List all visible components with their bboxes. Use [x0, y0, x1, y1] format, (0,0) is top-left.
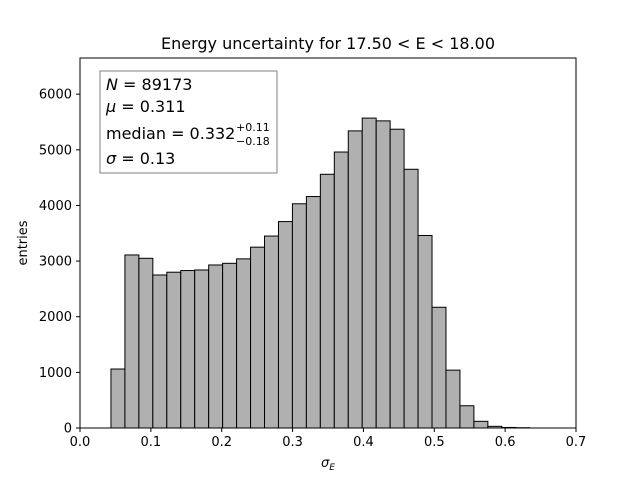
stats-mu-value: = 0.311	[116, 97, 185, 116]
stats-n-symbol: N	[106, 75, 118, 94]
stats-median: median = 0.332	[106, 124, 235, 143]
x-tick-label: 0.3	[282, 435, 303, 450]
stats-mu: μ = 0.311	[105, 97, 186, 116]
histogram-bar	[445, 369, 461, 429]
y-axis-ticks: 0 1000 2000 3000 4000 5000 6000	[39, 88, 80, 437]
x-axis-ticks: 0.0 0.1 0.2 0.3 0.4 0.5 0.6 0.7	[70, 428, 587, 450]
histogram-bar	[236, 258, 252, 429]
histogram-bar	[473, 420, 489, 429]
histogram-bar	[389, 128, 405, 429]
y-tick-label: 2000	[39, 310, 72, 325]
stats-median-minus: −0.18	[236, 135, 270, 148]
x-tick-label: 0.5	[424, 435, 445, 450]
histogram-bar	[375, 120, 391, 429]
histogram-bar	[138, 257, 154, 429]
y-tick-label: 0	[64, 422, 72, 437]
stats-n: N = 89173	[106, 75, 192, 94]
stats-n-value: = 89173	[118, 75, 192, 94]
histogram-bar	[166, 271, 182, 429]
histogram-bar	[291, 203, 307, 429]
stats-mu-symbol: μ	[105, 97, 116, 116]
histogram-bar	[333, 151, 349, 429]
histogram-bar	[319, 173, 335, 429]
x-tick-label: 0.2	[211, 435, 232, 450]
histogram-bar	[208, 264, 224, 429]
stats-sigma: σ = 0.13	[106, 149, 175, 168]
x-axis-label-main: σ	[321, 456, 330, 471]
histogram-bar	[110, 368, 126, 429]
stats-box-frame	[99, 70, 278, 174]
histogram-bar	[361, 117, 377, 429]
y-axis-label: entries	[16, 220, 31, 265]
histogram-bar	[222, 262, 238, 429]
histogram-bar	[459, 405, 475, 429]
histogram-bar	[152, 274, 168, 429]
x-tick-label: 0.4	[353, 435, 374, 450]
histogram-bar	[305, 196, 321, 429]
x-tick-label: 0.1	[141, 435, 162, 450]
histogram-bar	[180, 270, 196, 429]
histogram-bars	[110, 117, 531, 429]
x-tick-label: 0.0	[70, 435, 91, 450]
y-tick-label: 1000	[39, 366, 72, 381]
histogram-bar	[277, 221, 293, 429]
histogram-bar	[194, 269, 210, 429]
y-tick-label: 3000	[39, 255, 72, 270]
y-tick-label: 4000	[39, 199, 72, 214]
y-tick-label: 5000	[39, 143, 72, 158]
histogram-bar	[417, 234, 433, 429]
histogram-bar	[347, 130, 363, 429]
histogram-bar	[124, 254, 140, 429]
stats-box: N = 89173 μ = 0.311 median = 0.332 +0.11…	[99, 70, 278, 174]
stats-sigma-symbol: σ	[106, 149, 117, 168]
histogram-bar	[264, 235, 279, 429]
x-tick-label: 0.6	[495, 435, 516, 450]
stats-sigma-value: = 0.13	[116, 149, 175, 168]
histogram-bar	[403, 168, 419, 429]
x-axis-label: σE	[321, 456, 335, 473]
x-axis-label-sub: E	[329, 463, 335, 473]
x-tick-label: 0.7	[566, 435, 587, 450]
chart-title: Energy uncertainty for 17.50 < E < 18.00	[161, 34, 495, 53]
plot-frame	[79, 57, 577, 429]
y-tick-label: 6000	[39, 88, 72, 103]
histogram-bar	[431, 306, 447, 429]
stats-median-plus: +0.11	[236, 121, 270, 134]
histogram-bar	[250, 246, 266, 429]
